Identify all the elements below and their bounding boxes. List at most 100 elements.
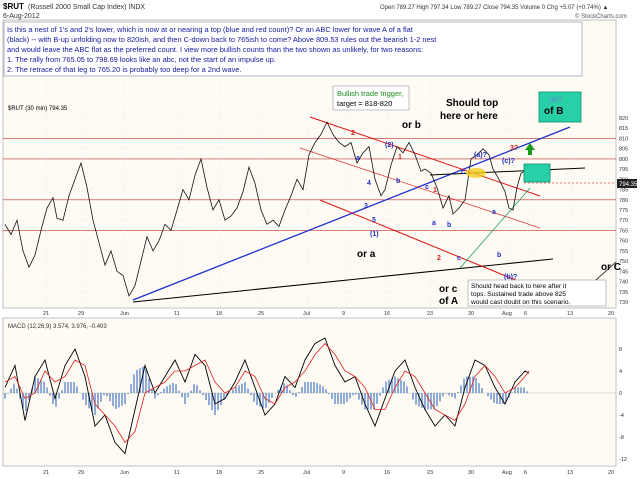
time-tick-label-bottom: 23: [427, 470, 433, 476]
chart-description: (Russell 2000 Small Cap Index) INDX: [28, 4, 145, 11]
price-tick-label: 745: [619, 269, 628, 275]
wave-label: (a)?: [474, 152, 487, 159]
time-tick-label: 25: [258, 311, 264, 317]
time-tick-label-bottom: 21: [43, 470, 49, 476]
time-tick-label: 13: [567, 311, 573, 317]
time-axis-bottom: 21 29 Jun 11 18 25 Jul 9 16 23 30 Aug 6 13 20: [43, 470, 614, 476]
macd-label: MACD (12,26,9) 3.574, 3.976, -0.403: [8, 324, 107, 330]
stockcharts-brand: © StockCharts.com: [575, 13, 627, 20]
time-tick-label: 16: [384, 311, 390, 317]
wave-label: 2: [437, 255, 441, 262]
note-line-2: (black) -- with B-up unfolding now to 82…: [7, 35, 436, 44]
or-a-label: or a: [357, 249, 376, 260]
time-tick-label: Jun: [120, 311, 129, 317]
wave-label: a: [492, 209, 496, 216]
price-tick-label: 740: [619, 280, 628, 286]
wave-label: 3: [364, 203, 368, 210]
bullish-line-1: Bullish trade trigger,: [337, 89, 403, 98]
price-tick-label: 805: [619, 147, 628, 153]
note-line-1: Is this a nest of 1's and 2's lower, whi…: [7, 25, 413, 34]
note-line-4: 1. The rally from 765.05 to 798.69 looks…: [7, 55, 276, 64]
time-tick-label: Jul: [303, 311, 310, 317]
red-channel-mid: [299, 147, 541, 229]
price-tick-label: 750: [619, 259, 628, 265]
wave-label: 1: [433, 187, 437, 194]
time-tick-label-bottom: 6: [524, 470, 527, 476]
of-a-label: of A: [439, 296, 458, 307]
should-head-pointer: [595, 261, 617, 281]
or-b-label: or b: [402, 120, 421, 131]
wave-label: b: [497, 252, 501, 259]
price-tick-label: 775: [619, 208, 628, 214]
current-price-badge: [617, 179, 637, 188]
macd-tick-label: -4: [619, 413, 624, 419]
wave-label: b: [447, 222, 451, 229]
macd-tick-label: 4: [619, 369, 622, 375]
time-tick-label-bottom: Aug: [502, 470, 512, 476]
time-tick-label-bottom: Jul: [303, 470, 310, 476]
indicator-label: $RUT (30 min) 794.35: [8, 106, 68, 112]
price-tick-label: 780: [619, 198, 628, 204]
price-series: [4, 121, 530, 297]
time-axis: 21 29 Jun 11 18 25 Jul 9 16 23 30 Aug 6 13 20: [43, 311, 614, 317]
wave-label: 3?: [510, 145, 518, 152]
time-tick-label: 6: [524, 311, 527, 317]
price-tick-label: 770: [619, 218, 628, 224]
wave-label: 2: [351, 130, 355, 137]
time-tick-label: 29: [78, 311, 84, 317]
macd-line: [4, 337, 530, 455]
time-tick-label: 23: [427, 311, 433, 317]
price-tick-label: 760: [619, 239, 628, 245]
red-channel-lower: [319, 199, 541, 291]
chart-date: 6-Aug-2012: [3, 13, 40, 20]
price-tick-label: 735: [619, 290, 628, 296]
price-tick-label: 785: [619, 188, 628, 194]
time-tick-label-bottom: 20: [608, 470, 614, 476]
time-tick-label-bottom: 29: [78, 470, 84, 476]
time-tick-label-bottom: 11: [174, 470, 180, 476]
blue-trend-line: [132, 126, 571, 301]
macd-tick-label: 8: [619, 347, 622, 353]
price-tick-label: 795: [619, 167, 628, 173]
time-tick-label: 11: [174, 311, 180, 317]
time-tick-label-bottom: 16: [384, 470, 390, 476]
time-tick-label-bottom: 25: [258, 470, 264, 476]
wave-label: (b)?: [504, 274, 517, 281]
time-tick-label-bottom: 9: [342, 470, 345, 476]
should-top-line-1: Should top: [446, 98, 498, 109]
should-head-line-1: Should head back to here after it: [471, 283, 566, 290]
price-axis: 8208158108058007957907857807757707657607…: [619, 116, 628, 306]
should-head-line-2: tops. Sustained trade above 825: [471, 291, 566, 298]
wave-label: a: [356, 155, 360, 162]
time-tick-label: Aug: [502, 311, 512, 317]
should-head-callout: Should head back to here after it tops. …: [467, 279, 607, 307]
red-channel-upper: [309, 116, 541, 197]
ohlc-readout: Open 789.27 High 797.34 Low 789.27 Close…: [380, 5, 608, 11]
wave-label: (c)?: [502, 158, 515, 165]
wave-label: (2): [385, 142, 394, 149]
green-fan-line: [459, 187, 531, 269]
bullish-line-2: target = 818-820: [337, 99, 392, 108]
should-head-line-3: would cast doubt on this scenario.: [470, 299, 570, 306]
macd-tick-label: -8: [619, 435, 624, 441]
target-box-lower: [523, 163, 551, 183]
or-c-label: or c: [439, 284, 458, 295]
up-arrow-icon: [525, 143, 535, 155]
highlight-ellipse: [466, 168, 486, 178]
price-tick-label: 800: [619, 157, 628, 163]
wave-label: 1: [398, 154, 402, 161]
price-tick-label: 815: [619, 126, 628, 132]
note-line-5: 2. The retrace of that leg to 765.20 is …: [7, 65, 241, 74]
macd-panel: [2, 317, 617, 467]
should-top-line-2: here or here: [440, 111, 498, 122]
or-big-c-label: or C: [601, 262, 621, 273]
time-tick-label: 18: [216, 311, 222, 317]
macd-tick-label: -12: [619, 457, 627, 463]
macd-axis: 8 4 0 -4 -8 -12: [619, 347, 627, 463]
wave-label: c: [457, 255, 461, 262]
current-price-value: 794.35: [619, 182, 638, 188]
time-tick-label-bottom: 30: [468, 470, 474, 476]
black-channel-upper: [429, 167, 586, 176]
